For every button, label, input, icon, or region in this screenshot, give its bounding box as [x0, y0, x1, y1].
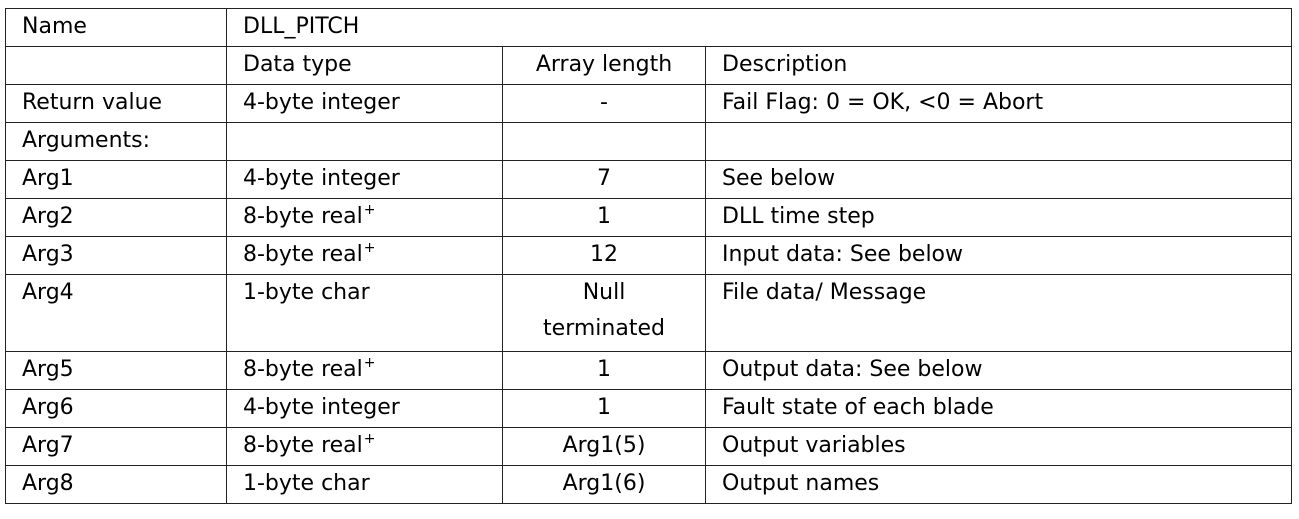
arg-label: Arg7	[5, 427, 227, 466]
arg-length: Arg1(5)	[502, 427, 706, 466]
arg-description: Output variables	[705, 427, 1292, 466]
arg-length: 1	[502, 198, 706, 237]
name-value: DLL_PITCH	[226, 8, 1292, 47]
arg-row: Arg3 8-byte real+ 12 Input data: See below	[5, 236, 1292, 275]
header-array-length: Array length	[502, 46, 706, 85]
arguments-row: Arguments:	[5, 122, 1292, 161]
arg-type: 8-byte real+	[226, 198, 503, 237]
arg-length: 7	[502, 160, 706, 199]
header-data-type: Data type	[226, 46, 503, 85]
arg-length: 1	[502, 389, 706, 428]
arg-type: 1-byte char	[226, 465, 503, 504]
arg-type-text: 4-byte integer	[243, 166, 400, 191]
arg-row: Arg2 8-byte real+ 1 DLL time step	[5, 198, 1292, 237]
arg-row: Arg7 8-byte real+ Arg1(5) Output variables	[5, 427, 1292, 466]
arg-description: Output names	[705, 465, 1292, 504]
arg-description: See below	[705, 160, 1292, 199]
arg-type: 4-byte integer	[226, 160, 503, 199]
arg-description: Input data: See below	[705, 236, 1292, 275]
arg-row: Arg8 1-byte char Arg1(6) Output names	[5, 465, 1292, 504]
arg-length: 12	[502, 236, 706, 275]
arg-length: Arg1(6)	[502, 465, 706, 504]
arg-row: Arg5 8-byte real+ 1 Output data: See below	[5, 351, 1292, 390]
arg-type-text: 1-byte char	[243, 471, 370, 496]
arg-label: Arg5	[5, 351, 227, 390]
arg-description: Output data: See below	[705, 351, 1292, 390]
return-row: Return value 4-byte integer - Fail Flag:…	[5, 84, 1292, 123]
arg-type-sup: +	[363, 240, 376, 256]
arg-row: Arg4 1-byte char Null terminated File data/…	[5, 274, 1292, 352]
header-blank	[5, 46, 227, 85]
arg-type: 1-byte char	[226, 274, 503, 352]
arg-type: 8-byte real+	[226, 236, 503, 275]
arg-type-text: 8-byte real	[243, 204, 363, 229]
arg-type: 8-byte real+	[226, 351, 503, 390]
arg-label: Arg8	[5, 465, 227, 504]
arg-label: Arg1	[5, 160, 227, 199]
arg-length: 1	[502, 351, 706, 390]
arg-label: Arg3	[5, 236, 227, 275]
empty-cell	[226, 122, 503, 161]
arg-row: Arg6 4-byte integer 1 Fault state of each b…	[5, 389, 1292, 428]
arg-type-text: 1-byte char	[243, 280, 370, 305]
header-description: Description	[705, 46, 1292, 85]
arg-type: 4-byte integer	[226, 389, 503, 428]
arg-type-text: 8-byte real	[243, 242, 363, 267]
arg-length: Null terminated	[502, 274, 706, 352]
arg-type-text: 4-byte integer	[243, 395, 400, 420]
dll-pitch-table: Name DLL_PITCH Data type Array length De…	[5, 8, 1292, 504]
arg-type-text: 8-byte real	[243, 357, 363, 382]
arg-description: File data/ Message	[705, 274, 1292, 352]
empty-cell	[705, 122, 1292, 161]
arg-type-sup: +	[363, 202, 376, 218]
arg-row: Arg1 4-byte integer 7 See below	[5, 160, 1292, 199]
arg-type-text: 8-byte real	[243, 433, 363, 458]
arg-type: 8-byte real+	[226, 427, 503, 466]
arg-description: Fault state of each blade	[705, 389, 1292, 428]
return-description: Fail Flag: 0 = OK, <0 = Abort	[705, 84, 1292, 123]
empty-cell	[502, 122, 706, 161]
arg-type-sup: +	[363, 431, 376, 447]
arguments-label: Arguments:	[5, 122, 227, 161]
arg-description: DLL time step	[705, 198, 1292, 237]
arg-type-sup: +	[363, 355, 376, 371]
arg-label: Arg4	[5, 274, 227, 352]
return-type: 4-byte integer	[226, 84, 503, 123]
header-row: Data type Array length Description	[5, 46, 1292, 85]
name-row: Name DLL_PITCH	[5, 8, 1292, 47]
name-label: Name	[5, 8, 227, 47]
return-length: -	[502, 84, 706, 123]
arg-label: Arg2	[5, 198, 227, 237]
arg-label: Arg6	[5, 389, 227, 428]
return-label: Return value	[5, 84, 227, 123]
